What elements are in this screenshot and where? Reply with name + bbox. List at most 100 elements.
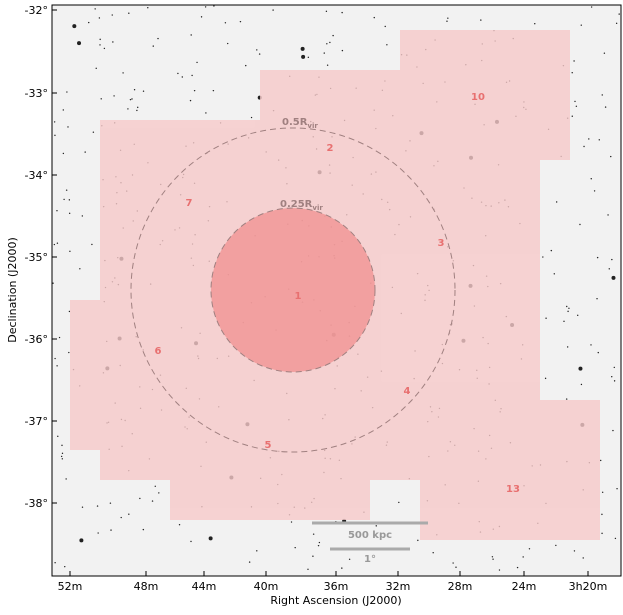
field-label: 4: [404, 386, 411, 397]
star: [326, 43, 327, 44]
star: [158, 492, 159, 493]
star: [572, 72, 573, 73]
star: [67, 126, 68, 127]
star: [385, 26, 386, 27]
star: [136, 110, 137, 111]
field-label: 2: [327, 143, 334, 154]
star: [63, 199, 64, 200]
star: [341, 567, 342, 568]
star: [240, 21, 241, 22]
star: [307, 569, 308, 570]
star: [574, 550, 575, 551]
star: [191, 75, 192, 76]
star: [594, 190, 595, 191]
star: [256, 550, 257, 551]
star: [318, 545, 319, 546]
star: [152, 500, 153, 501]
field-label: 6: [155, 346, 162, 357]
star: [57, 436, 58, 437]
star: [143, 91, 144, 92]
y-tick-label: -34°: [25, 169, 48, 182]
star: [69, 311, 70, 312]
x-tick-label: 3h20m: [569, 580, 608, 593]
star: [157, 38, 158, 39]
star: [190, 541, 191, 542]
star: [576, 106, 577, 107]
star: [598, 352, 599, 353]
star: [602, 94, 603, 95]
star: [66, 189, 67, 190]
star: [93, 132, 94, 133]
inner-region: [211, 208, 375, 372]
star: [112, 41, 113, 42]
star: [259, 53, 260, 54]
star: [612, 430, 613, 431]
star: [56, 365, 57, 366]
star: [205, 6, 206, 7]
star: [127, 108, 128, 109]
star: [56, 210, 57, 211]
star: [190, 100, 191, 101]
star: [349, 559, 350, 560]
star: [294, 547, 295, 548]
star: [545, 378, 546, 379]
star: [110, 529, 111, 530]
star: [551, 250, 552, 251]
y-tick-label: -36°: [25, 333, 48, 346]
star: [567, 346, 568, 347]
star: [82, 507, 83, 508]
star: [57, 243, 58, 244]
star: [591, 6, 592, 7]
star: [341, 12, 342, 13]
star: [386, 44, 387, 45]
star: [588, 138, 589, 139]
star: [153, 45, 154, 46]
star: [291, 521, 292, 522]
y-tick-label: -33°: [25, 87, 48, 100]
star: [54, 358, 55, 359]
star: [79, 538, 83, 542]
y-tick-label: -37°: [25, 415, 48, 428]
star: [604, 53, 605, 54]
star: [84, 151, 85, 152]
star: [72, 24, 76, 28]
star: [577, 315, 578, 316]
star: [88, 22, 89, 23]
x-tick-label: 28m: [448, 580, 473, 593]
star: [583, 557, 584, 558]
y-axis-label: Declination (J2000): [6, 237, 19, 343]
star: [616, 23, 617, 24]
x-tick-label: 40m: [254, 580, 279, 593]
star: [566, 306, 567, 307]
star: [128, 513, 129, 514]
star: [609, 268, 610, 269]
star: [522, 556, 523, 557]
star: [568, 308, 569, 309]
star: [599, 139, 600, 140]
star: [517, 567, 518, 568]
pointing-tiles: [420, 400, 600, 540]
star: [77, 41, 81, 45]
star: [566, 398, 567, 399]
star: [455, 567, 456, 568]
star: [398, 502, 399, 503]
star: [574, 101, 575, 102]
field-label: 7: [186, 198, 193, 209]
star: [120, 517, 121, 518]
star: [94, 8, 95, 9]
star: [480, 19, 481, 20]
field-label: 13: [506, 484, 520, 495]
star: [196, 62, 197, 63]
star: [54, 135, 55, 136]
star: [54, 562, 55, 563]
x-tick-label: 32m: [386, 580, 411, 593]
star: [104, 48, 105, 49]
figure: 500 kpc 1° Right Ascension (J2000) Decli…: [0, 0, 623, 611]
x-tick-label: 24m: [512, 580, 537, 593]
star: [63, 109, 64, 110]
star: [447, 17, 448, 18]
star: [583, 146, 584, 147]
star: [492, 556, 493, 557]
star: [137, 107, 138, 108]
star: [101, 98, 102, 99]
